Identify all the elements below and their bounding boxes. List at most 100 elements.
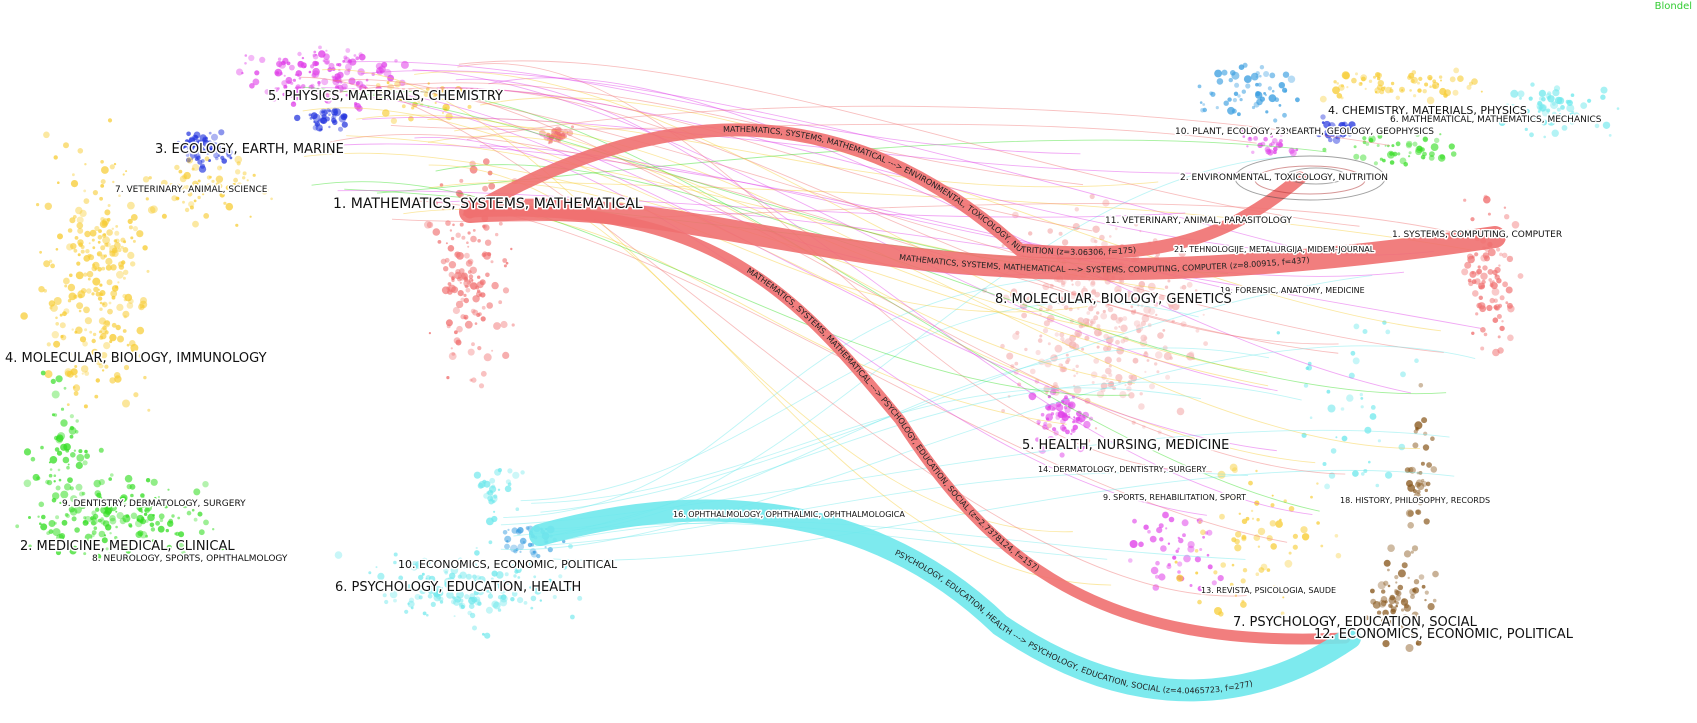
journal-dot <box>1090 281 1096 287</box>
journal-dot <box>97 267 102 272</box>
journal-dot <box>1248 137 1252 140</box>
journal-dot <box>338 68 341 72</box>
arc-psychology-to-psychology[interactable] <box>529 499 1361 702</box>
journal-dot <box>187 191 193 197</box>
journal-dot <box>1521 107 1524 111</box>
journal-dot <box>1130 305 1134 309</box>
journal-dot <box>211 179 215 183</box>
journal-dot <box>348 77 356 85</box>
journal-dot <box>469 596 472 600</box>
journal-dot <box>126 343 130 347</box>
journal-dot <box>1416 489 1421 494</box>
journal-dot <box>443 97 448 102</box>
journal-dot <box>1471 271 1475 275</box>
journal-dot <box>1491 288 1500 296</box>
journal-dot <box>271 96 277 102</box>
journal-dot <box>70 243 77 250</box>
journal-dot <box>229 156 233 160</box>
journal-dot <box>1320 114 1326 120</box>
journal-dot <box>1270 543 1277 550</box>
journal-dot <box>111 285 119 292</box>
journal-dot <box>1259 96 1265 102</box>
journal-dot <box>1303 383 1309 388</box>
journal-dot <box>192 163 200 171</box>
journal-dot <box>472 309 479 316</box>
journal-dot <box>1421 481 1428 487</box>
journal-dot <box>94 394 99 399</box>
journal-dot <box>1395 604 1398 608</box>
arc-math-to-psychology[interactable] <box>464 205 1351 645</box>
journal-dot <box>469 160 476 167</box>
journal-dot <box>124 474 133 483</box>
journal-dot <box>1524 127 1528 131</box>
journal-dot <box>1505 286 1513 294</box>
journal-dot <box>181 501 189 509</box>
journal-dot <box>312 53 316 57</box>
journal-dot <box>150 503 155 507</box>
journal-dot <box>87 277 91 281</box>
journal-dot <box>15 524 20 529</box>
journal-dot <box>548 578 552 582</box>
journal-dot <box>472 625 477 631</box>
journal-dot <box>1047 304 1053 310</box>
journal-dot <box>28 516 31 519</box>
journal-dot <box>1493 298 1498 303</box>
journal-dot <box>138 353 144 359</box>
journal-dot <box>1379 89 1385 95</box>
journal-dot <box>98 363 104 369</box>
journal-dot <box>1007 394 1011 398</box>
journal-dot <box>1539 104 1547 112</box>
journal-dot <box>128 523 133 527</box>
journal-dot <box>46 342 51 347</box>
cluster-label: 13. REVISTA, PSICOLOGIA, SAUDE <box>1201 586 1336 595</box>
journal-dot <box>1368 79 1373 84</box>
journal-dot <box>444 107 448 110</box>
journal-dot <box>66 465 70 470</box>
journal-dot <box>1373 161 1378 166</box>
journal-dot <box>290 81 294 85</box>
journal-dot <box>98 496 103 500</box>
journal-dot <box>1616 107 1620 110</box>
journal-dot <box>430 584 434 588</box>
journal-dot <box>1282 596 1285 599</box>
journal-dot <box>52 492 60 500</box>
journal-dot <box>145 478 151 483</box>
journal-dot <box>77 290 86 299</box>
journal-dot <box>160 179 168 187</box>
journal-dot <box>432 228 441 236</box>
journal-dot <box>1138 281 1146 288</box>
journal-dot <box>441 207 445 211</box>
journal-dot <box>1071 290 1077 296</box>
journal-dot <box>81 372 84 375</box>
journal-dot <box>402 562 405 565</box>
journal-dot <box>1059 452 1065 458</box>
journal-dot <box>520 562 523 566</box>
journal-dot <box>270 197 273 201</box>
journal-dot <box>1272 585 1277 590</box>
journal-dot <box>1253 534 1261 541</box>
journal-dot <box>1362 329 1368 334</box>
journal-dot <box>1151 293 1154 296</box>
journal-dot <box>241 71 244 75</box>
journal-dot <box>1104 356 1112 364</box>
arc-math-to-environmental[interactable] <box>463 123 1307 260</box>
journal-dot <box>217 165 222 171</box>
journal-dot <box>1150 566 1159 575</box>
journal-dot <box>467 245 470 248</box>
journal-dot <box>1171 319 1175 324</box>
journal-dot <box>1107 306 1114 313</box>
journal-dot <box>1310 495 1313 499</box>
thin-arc <box>488 77 1412 394</box>
journal-dot <box>511 591 518 597</box>
journal-dot <box>73 449 77 452</box>
cluster-label: 2. ENVIRONMENTAL, TOXICOLOGY, NUTRITION <box>1180 173 1388 183</box>
journal-dot <box>1139 230 1142 233</box>
journal-dot <box>171 514 175 518</box>
thin-arc <box>324 134 1339 354</box>
journal-dot <box>552 594 557 600</box>
journal-dot <box>1374 91 1378 94</box>
journal-dot <box>64 368 73 376</box>
journal-dot <box>1417 88 1422 93</box>
journal-dot <box>1413 579 1420 585</box>
journal-dot <box>198 529 205 536</box>
